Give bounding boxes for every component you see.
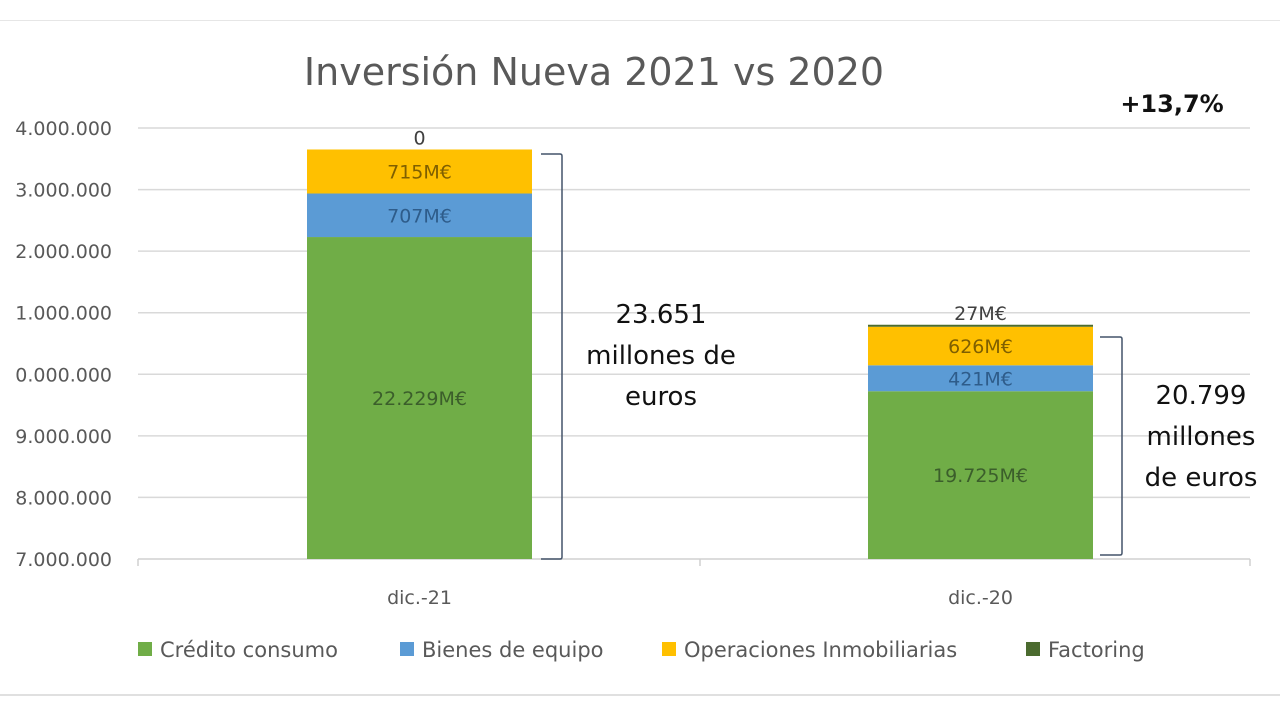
legend-label: Operaciones Inmobiliarias <box>684 638 957 662</box>
y-tick-label: 9.000.000 <box>15 426 112 448</box>
total-annotation-2021: 23.651 <box>616 300 707 330</box>
chart-title: Inversión Nueva 2021 vs 2020 <box>304 50 884 94</box>
legend-swatch <box>662 642 676 656</box>
x-tick-label: dic.-21 <box>387 587 452 609</box>
y-tick-label: 3.000.000 <box>15 180 112 202</box>
bar-segment-cr-dito-consumo <box>868 391 1093 559</box>
legend-swatch <box>1026 642 1040 656</box>
bars: 22.229M€ 707M€ 715M€ 0 19.725M€ 421M€ 626M€ 27M… <box>307 127 1093 559</box>
total-annotation-2020: 20.799 <box>1156 381 1247 411</box>
x-tick-label: dic.-20 <box>948 587 1013 609</box>
y-axis-ticks: 4.000.000 3.000.000 2.000.000 1.000.000 0.00… <box>15 118 112 571</box>
total-brackets <box>541 153 1123 560</box>
total-bracket <box>1100 336 1123 556</box>
data-label: 707M€ <box>387 205 452 227</box>
total-annotation-2020: de euros <box>1145 463 1258 493</box>
bar-segment-operaciones-inmobiliarias <box>868 326 1093 366</box>
data-label: 22.229M€ <box>372 388 467 410</box>
legend: Crédito consumo Bienes de equipo Operacion… <box>138 638 1145 662</box>
data-label: 421M€ <box>948 368 1013 390</box>
legend-label: Crédito consumo <box>160 638 338 662</box>
y-tick-label: 2.000.000 <box>15 241 112 263</box>
data-label: 19.725M€ <box>933 465 1028 487</box>
bar-segment-bienes-de-equipo <box>868 365 1093 392</box>
y-tick-label: 7.000.000 <box>15 549 112 571</box>
bar-segment-bienes-de-equipo <box>307 193 532 238</box>
frame-bottom-border <box>0 694 1280 696</box>
bar-segment-factoring <box>868 324 1093 327</box>
data-label: 27M€ <box>954 303 1007 325</box>
total-bracket <box>541 153 563 560</box>
y-tick-label: 1.000.000 <box>15 303 112 325</box>
total-annotation-2020: millones <box>1147 422 1256 452</box>
frame-top-border <box>0 20 1280 21</box>
y-tick-label: 8.000.000 <box>15 487 112 509</box>
data-label: 626M€ <box>948 336 1013 358</box>
total-annotation-2021: euros <box>625 382 697 412</box>
annotations: 23.651 millones de euros 20.799 millones de e… <box>586 90 1257 493</box>
total-annotation-2021: millones de <box>586 341 736 371</box>
bar-segment-operaciones-inmobiliarias <box>307 149 532 194</box>
legend-swatch <box>138 642 152 656</box>
y-tick-label: 0.000.000 <box>15 364 112 386</box>
data-label: 715M€ <box>387 162 452 184</box>
growth-annotation: +13,7% <box>1120 90 1223 118</box>
legend-label: Bienes de equipo <box>422 638 604 662</box>
x-axis-ticks: dic.-21 dic.-20 <box>137 559 1251 609</box>
legend-swatch <box>400 642 414 656</box>
bar-segment-cr-dito-consumo <box>307 237 532 559</box>
y-tick-label: 4.000.000 <box>15 118 112 140</box>
legend-label: Factoring <box>1048 638 1145 662</box>
data-label: 0 <box>413 127 425 149</box>
